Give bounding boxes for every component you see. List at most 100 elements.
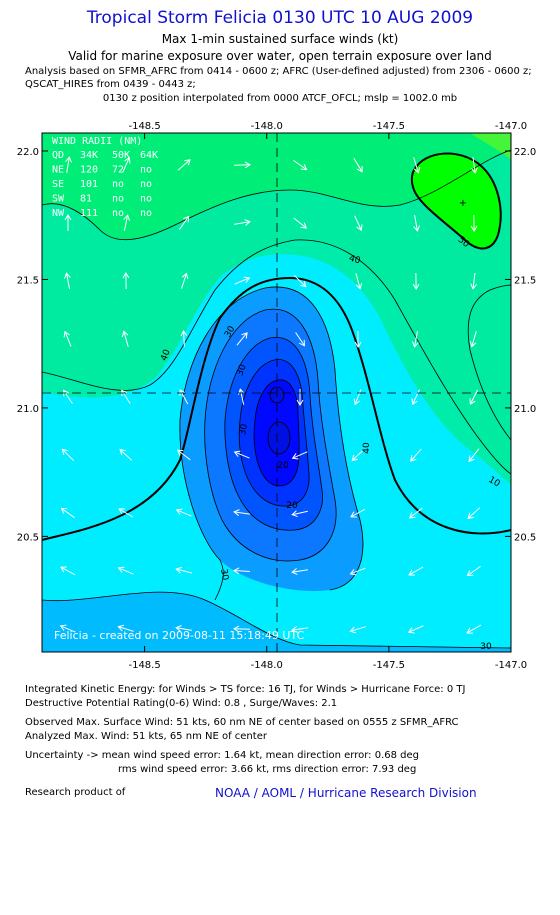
wind-vector-group [59, 156, 482, 634]
wind-vector [177, 159, 191, 171]
lon-tick-label-bottom: -147.5 [373, 660, 405, 671]
contour-label: 30 [238, 423, 250, 436]
contour-label: 40 [362, 442, 372, 454]
wind-vector-head [119, 448, 126, 456]
wind-radii-cell: 101 [80, 179, 98, 190]
wind-vector [234, 277, 250, 285]
wind-vector [472, 157, 476, 173]
wind-vector-head [233, 450, 241, 457]
wind-vector [414, 331, 418, 347]
wind-vector [60, 566, 76, 576]
wind-radii-cell: NE [52, 165, 64, 176]
wind-vector [176, 627, 192, 631]
wind-vector-head [467, 512, 474, 520]
wind-vector-head [412, 283, 420, 290]
observed-max-line: Observed Max. Surface Wind: 51 kts, 60 n… [25, 717, 459, 728]
wind-vector-head [123, 214, 131, 221]
lon-tick-label-bottom: -148.5 [128, 660, 160, 671]
lat-tick-label-left: 21.5 [17, 275, 39, 286]
wind-vector-head [469, 340, 477, 348]
contour-label: 20 [277, 461, 289, 471]
wind-vector-head [350, 511, 357, 518]
wind-vector [466, 624, 482, 634]
wind-vector [293, 275, 307, 287]
contour-line-40-east [467, 284, 511, 441]
wind-vector [355, 273, 361, 289]
wind-vector-head [413, 225, 420, 232]
wind-vector [65, 273, 71, 289]
ike-line: Integrated Kinetic Energy: for Winds > T… [25, 684, 466, 695]
wind-vector-head [176, 449, 184, 456]
lat-tick-label-left: 22.0 [17, 147, 39, 158]
wind-radii-cell: SE [52, 179, 64, 190]
wind-vector [183, 330, 185, 348]
wind-vector [234, 451, 250, 459]
wind-vector [123, 331, 129, 347]
lat-tick-label-right: 20.5 [514, 532, 536, 543]
wind-vector [293, 217, 307, 229]
contour-line-35 [42, 591, 511, 649]
wind-vector-head [291, 626, 298, 633]
fill-30-35 [42, 592, 511, 652]
wind-radii-cell: no [112, 208, 124, 219]
wind-vector [292, 627, 308, 631]
wind-vector-head [118, 508, 125, 515]
wind-vector [468, 448, 480, 462]
wind-vector-head [300, 164, 308, 171]
wind-vector-head [300, 222, 308, 229]
lon-tick-label-bottom: -147.0 [495, 660, 527, 671]
wind-vector-head [175, 625, 182, 632]
wind-radii-table: WIND RADII (NM) QD 34K 50K 64K NE 120 72 no SE 10… [52, 136, 158, 219]
wind-vector-head [291, 510, 298, 518]
wind-vector [467, 507, 481, 519]
noaa-link[interactable]: NOAA / AOML / Hurricane Research Divisio… [215, 786, 477, 800]
fill-50-max [411, 153, 501, 249]
wind-vector [236, 332, 248, 346]
subtitle-exposure: Valid for marine exposure over water, op… [68, 49, 492, 63]
wind-vector [181, 273, 187, 289]
wind-vector [409, 507, 423, 519]
wind-vector-head [349, 626, 357, 634]
wind-vector [177, 449, 191, 461]
contour-line-15 [238, 359, 310, 507]
contour-line-45 [42, 239, 511, 475]
wind-vector [410, 448, 422, 462]
wind-vector [121, 389, 131, 405]
wind-vector [122, 157, 130, 173]
wind-vector [176, 568, 192, 574]
wind-vector [469, 389, 479, 405]
wind-vector [62, 448, 74, 462]
contour-label: 40 [159, 348, 172, 362]
analysis-sources-line: Analysis based on SFMR_AFRC from 0414 - … [25, 66, 532, 77]
wind-vector [239, 389, 245, 405]
wind-vector [176, 509, 192, 517]
wind-vector [354, 389, 362, 405]
wind-radii-cell: 72 [112, 165, 124, 176]
wind-vector-head [351, 454, 359, 462]
wind-vector-head [469, 398, 476, 405]
wind-vector-head [122, 272, 130, 279]
wind-vector-head [299, 280, 307, 288]
contour-line-20 [224, 337, 323, 531]
qscat-line: QSCAT_HIRES from 0439 - 0443 z; [25, 79, 196, 90]
wind-vector-head [181, 272, 189, 280]
fill-45-50-north [42, 133, 511, 240]
wind-vector-head [59, 624, 67, 631]
wind-vector-head [296, 399, 304, 406]
wind-vector [61, 507, 75, 519]
wind-vector [64, 331, 72, 347]
wind-vector-head [121, 330, 129, 338]
wind-vector-head [64, 272, 71, 279]
wind-vector-head [356, 224, 363, 232]
wind-radii-header-cell: 50K [112, 150, 130, 161]
wind-radii-cell: SW [52, 194, 65, 205]
wind-vector-head [175, 508, 183, 515]
wind-vector-head [356, 165, 363, 173]
plot-frame [41, 132, 512, 653]
lon-tick-label-top: -148.5 [128, 121, 160, 132]
wind-vector [467, 565, 481, 577]
contour-line-30-outer [179, 286, 364, 591]
wind-vector-head [412, 341, 419, 348]
wind-vector-head [355, 282, 363, 290]
